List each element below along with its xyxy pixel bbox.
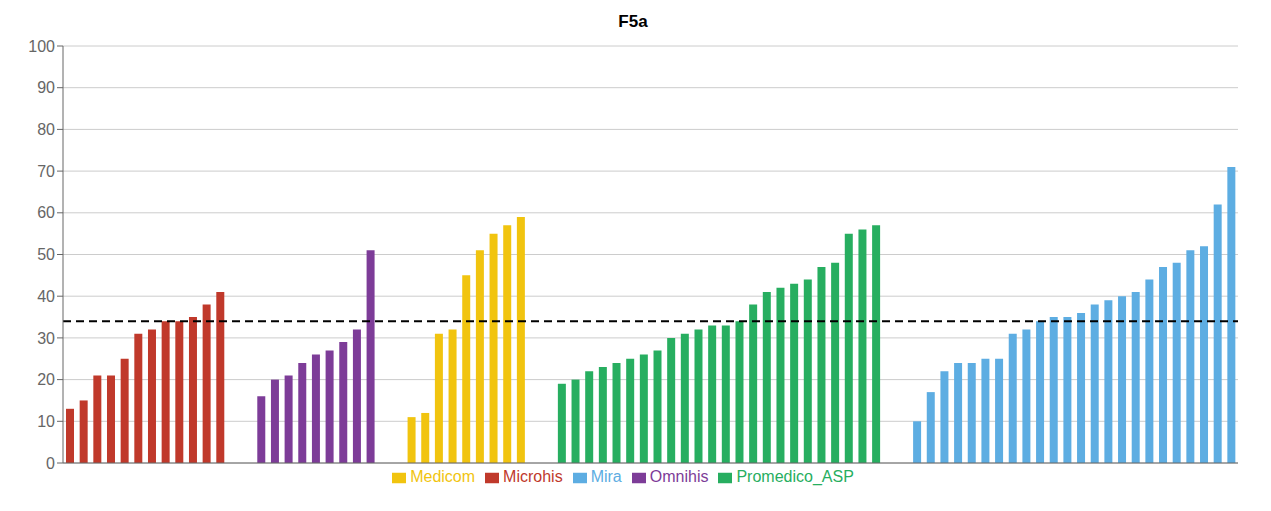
html-text:Medicom: Medicom — [410, 468, 476, 485]
svg-text:10: 10 — [37, 413, 55, 430]
svg-text:40: 40 — [37, 288, 55, 305]
svg-text:100: 100 — [28, 38, 55, 55]
svg-text:80: 80 — [37, 121, 55, 138]
svg-text:70: 70 — [37, 163, 55, 180]
html-text:Mira: Mira — [590, 468, 622, 485]
svg-text:50: 50 — [37, 246, 55, 263]
html-text:Promedico_ASP: Promedico_ASP — [736, 468, 854, 485]
svg-text:0: 0 — [46, 455, 55, 472]
svg-text:60: 60 — [37, 204, 55, 221]
svg-text:90: 90 — [37, 79, 55, 96]
html-text:Omnihis: Omnihis — [649, 468, 709, 485]
svg-text:30: 30 — [37, 330, 55, 347]
svg-text:20: 20 — [37, 371, 55, 388]
html-text:F5a: F5a — [618, 12, 648, 31]
html-text:Microhis: Microhis — [503, 468, 563, 485]
